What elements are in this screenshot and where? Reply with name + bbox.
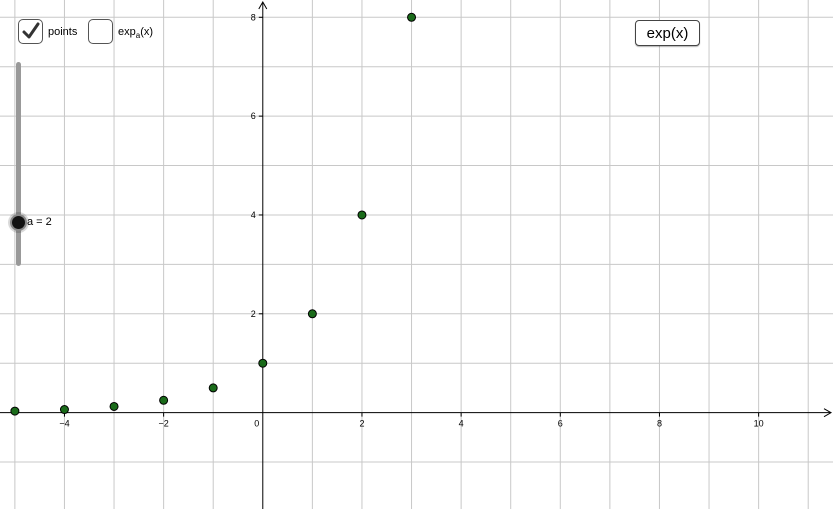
data-point [10,406,20,416]
x-tick-label: −4 [59,419,69,429]
y-tick-label: 2 [251,309,256,319]
tick-labels: −4 −2 0 2 4 6 8 10 2 4 6 8 [59,12,763,428]
x-tick-label: 10 [754,419,764,429]
x-tick-label: 4 [459,419,464,429]
y-tick-label: 4 [251,210,256,220]
data-point [407,12,417,22]
x-axis-arrow [823,408,833,418]
expa-checkbox[interactable] [88,19,113,44]
data-point [258,358,268,368]
x-tick-label: 2 [359,419,364,429]
data-points [10,12,417,416]
data-point [59,405,69,415]
points-checkbox[interactable] [18,19,43,44]
x-tick-label: 8 [657,419,662,429]
exp-button[interactable]: exp(x) [635,20,700,46]
x-tick-label: 0 [254,419,259,429]
x-tick-label: 6 [558,419,563,429]
points-checkbox-label: points [48,26,78,38]
data-point [357,210,367,220]
x-tick-label: −2 [158,419,168,429]
slider-knob[interactable] [10,214,27,231]
y-tick-label: 6 [251,111,256,121]
expa-checkbox-label: expa(x) [118,26,154,41]
data-point [159,395,169,405]
y-tick-label: 8 [251,12,256,22]
data-point [208,383,218,393]
data-point [109,401,119,411]
data-point [307,309,317,319]
y-axis-arrow [258,0,268,10]
slider-track[interactable] [16,62,21,266]
checkmark-icon [22,22,40,39]
slider-label: a = 2 [27,216,52,228]
